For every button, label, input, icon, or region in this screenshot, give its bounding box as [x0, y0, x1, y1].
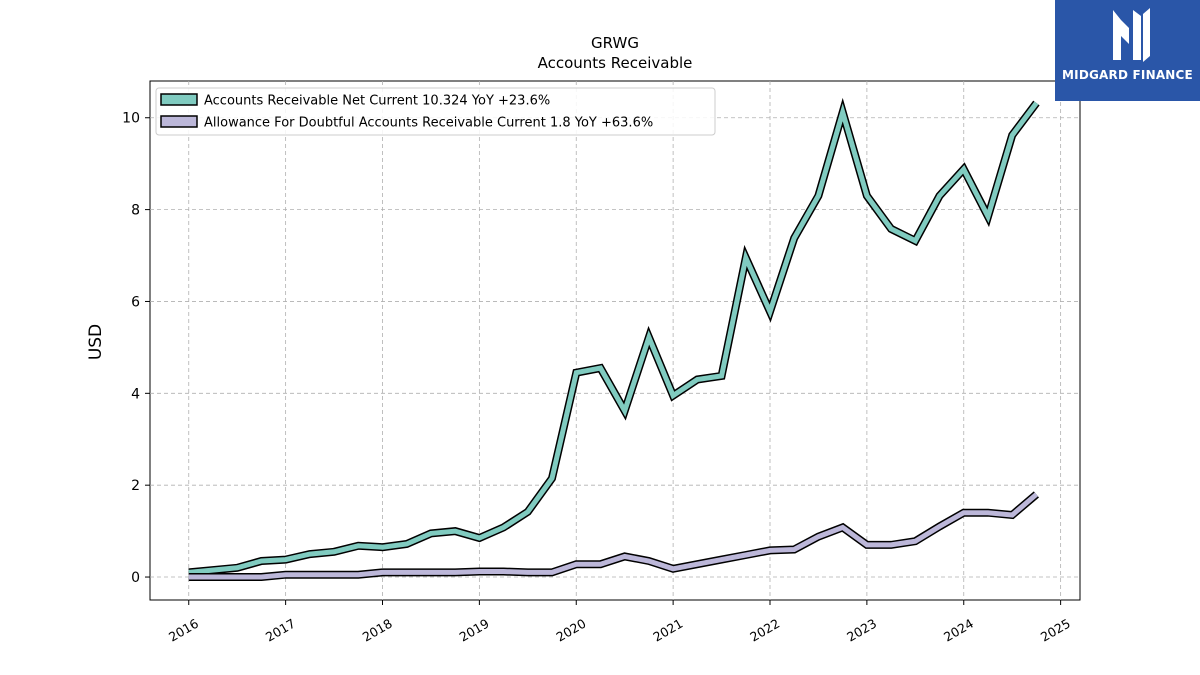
- plot-area: [149, 80, 1081, 601]
- x-tick-label: 2025: [1038, 616, 1073, 645]
- y-tick-label: 6: [131, 294, 140, 310]
- brand-name: MIDGARD FINANCE: [1062, 68, 1193, 82]
- y-tick-label: 0: [131, 570, 140, 586]
- series-layer: [188, 97, 1040, 581]
- legend-label: Allowance For Doubtful Accounts Receivab…: [204, 116, 653, 131]
- series-line-outline: [188, 97, 1040, 577]
- series-line: [188, 97, 1040, 577]
- chart-title: GRWG: [591, 34, 639, 52]
- y-axis: 0 2 4 6 8 10: [122, 111, 150, 586]
- y-tick-label: 2: [131, 478, 140, 494]
- midgard-logo-icon: [1113, 8, 1150, 62]
- x-tick-label: 2016: [166, 616, 201, 645]
- legend-label: Accounts Receivable Net Current 10.324 Y…: [204, 94, 550, 109]
- x-tick-label: 2022: [747, 616, 782, 645]
- y-axis-label: USD: [86, 324, 106, 360]
- chart-subtitle: Accounts Receivable: [538, 54, 693, 72]
- x-tick-label: 2024: [941, 616, 976, 645]
- brand-logo: MIDGARD FINANCE: [1055, 0, 1200, 101]
- y-tick-label: 10: [122, 111, 140, 127]
- legend-swatch: [160, 93, 198, 106]
- series-line: [188, 491, 1039, 581]
- legend-swatch: [160, 115, 198, 128]
- x-tick-label: 2017: [263, 616, 298, 645]
- x-axis: 2016 2017 2018 2019 2020 2021 2022 2023 2024 2025: [166, 600, 1073, 645]
- x-tick-label: 2019: [457, 616, 492, 645]
- legend-box: [155, 87, 716, 136]
- x-tick-label: 2018: [360, 616, 395, 645]
- x-tick-label: 2023: [844, 616, 879, 645]
- series-line-outline: [188, 491, 1039, 581]
- series-line-fill: [188, 101, 1039, 575]
- series-line-fill: [188, 492, 1039, 580]
- y-tick-label: 8: [131, 203, 140, 219]
- x-tick-label: 2021: [650, 616, 685, 645]
- legend: Accounts Receivable Net Current 10.324 Y…: [155, 87, 716, 136]
- x-tick-label: 2020: [553, 616, 588, 645]
- y-tick-label: 4: [131, 386, 140, 402]
